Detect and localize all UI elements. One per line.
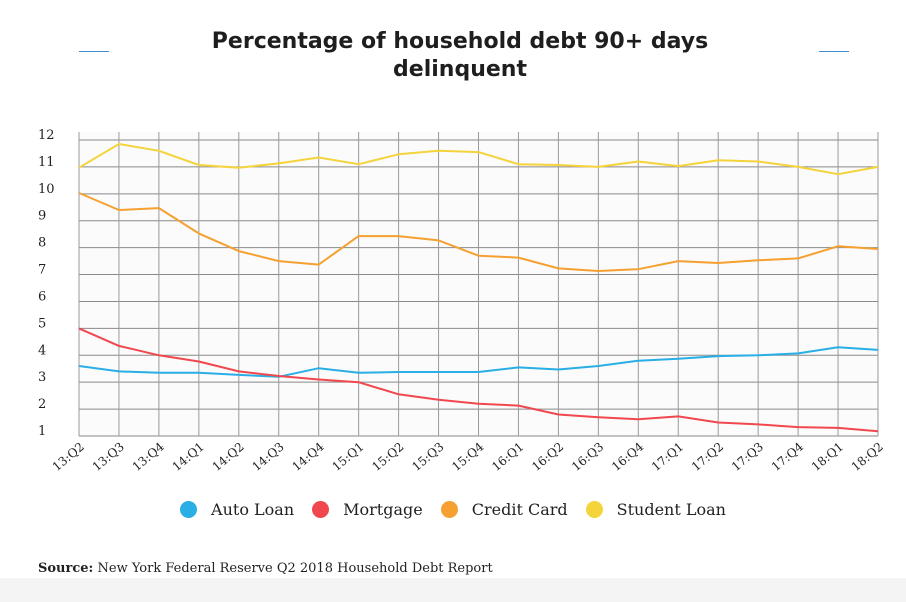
chart-title-line-2: delinquent bbox=[393, 57, 527, 82]
y-tick-label: 7 bbox=[38, 263, 46, 278]
x-tick-label: 14:Q2 bbox=[210, 440, 247, 474]
x-tick-label: 17:Q3 bbox=[729, 440, 766, 474]
x-tick-label: 15:Q2 bbox=[369, 440, 406, 474]
legend-item-credit-card: Credit Card bbox=[440, 500, 568, 519]
x-tick-label: 13:Q2 bbox=[50, 440, 87, 474]
chart-title-line-1: Percentage of household debt 90+ days bbox=[211, 29, 709, 54]
y-tick-label: 10 bbox=[38, 182, 55, 197]
footer-bar bbox=[0, 578, 906, 602]
chart-legend: Auto Loan Mortgage Credit Card Student Loan bbox=[0, 500, 906, 519]
series-line-student-loan bbox=[78, 143, 879, 176]
legend-label: Student Loan bbox=[616, 500, 726, 519]
legend-swatch bbox=[440, 501, 458, 518]
series-line-mortgage bbox=[78, 327, 879, 433]
x-tick-label: 16:Q4 bbox=[609, 439, 646, 474]
series-line-credit-card bbox=[78, 192, 879, 272]
x-tick-label: 14:Q1 bbox=[170, 440, 207, 474]
x-tick-label: 17:Q1 bbox=[649, 440, 686, 474]
x-tick-label: 15:Q1 bbox=[329, 440, 366, 474]
x-tick-label: 18:Q1 bbox=[809, 440, 846, 474]
y-tick-label: 5 bbox=[38, 316, 46, 331]
series-line-auto-loan bbox=[78, 346, 879, 378]
y-tick-label: 8 bbox=[38, 236, 46, 251]
decorative-rule-left bbox=[79, 51, 109, 52]
x-tick-label: 13:Q3 bbox=[90, 440, 127, 474]
x-tick-label: 17:Q2 bbox=[689, 440, 726, 474]
legend-item-student-loan: Student Loan bbox=[585, 500, 726, 519]
legend-label: Mortgage bbox=[343, 500, 423, 519]
x-tick-label: 15:Q4 bbox=[449, 439, 486, 474]
y-tick-label: 2 bbox=[38, 397, 46, 412]
x-tick-label: 17:Q4 bbox=[769, 439, 806, 474]
y-tick-label: 9 bbox=[38, 209, 46, 224]
x-tick-label: 14:Q4 bbox=[289, 439, 326, 474]
legend-swatch bbox=[312, 501, 330, 518]
x-tick-label: 16:Q2 bbox=[529, 440, 566, 474]
source-note: Source: New York Federal Reserve Q2 2018… bbox=[38, 561, 493, 576]
x-tick-label: 18:Q2 bbox=[849, 440, 886, 474]
x-tick-label: 15:Q3 bbox=[409, 440, 446, 474]
y-tick-label: 11 bbox=[38, 155, 55, 170]
source-label: Source: bbox=[38, 561, 94, 576]
y-tick-label: 3 bbox=[38, 370, 46, 385]
legend-label: Auto Loan bbox=[211, 500, 295, 519]
y-tick-label: 6 bbox=[38, 289, 46, 304]
legend-item-mortgage: Mortgage bbox=[312, 500, 423, 519]
y-tick-label: 1 bbox=[38, 424, 46, 439]
legend-label: Credit Card bbox=[471, 500, 568, 519]
source-text: New York Federal Reserve Q2 2018 Househo… bbox=[97, 561, 493, 576]
legend-swatch bbox=[180, 501, 198, 518]
legend-swatch bbox=[585, 501, 603, 518]
x-tick-label: 14:Q3 bbox=[249, 440, 286, 474]
x-tick-label: 13:Q4 bbox=[130, 439, 167, 474]
y-tick-label: 4 bbox=[38, 343, 46, 358]
x-tick-label: 16:Q1 bbox=[489, 440, 526, 474]
y-tick-label: 12 bbox=[38, 128, 55, 143]
chart-title: Percentage of household debt 90+ days de… bbox=[150, 28, 770, 84]
x-tick-label: 16:Q3 bbox=[569, 440, 606, 474]
decorative-rule-right bbox=[819, 51, 849, 52]
legend-item-auto-loan: Auto Loan bbox=[180, 500, 294, 519]
